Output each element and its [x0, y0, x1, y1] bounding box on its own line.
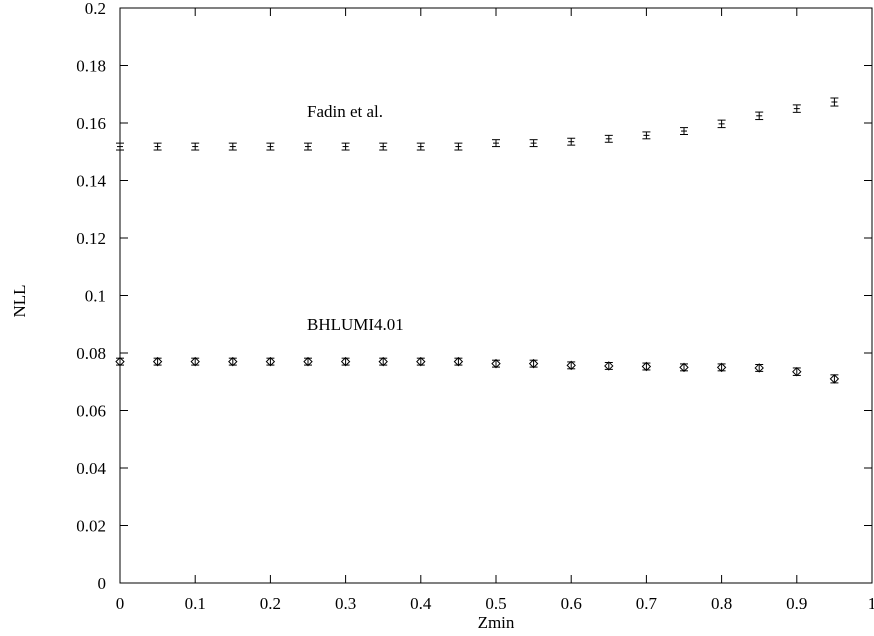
y-tick-label: 0.12 — [76, 229, 106, 248]
x-tick-label: 0.5 — [485, 594, 506, 613]
data-point — [680, 127, 688, 135]
x-axis-label: Zmin — [478, 613, 515, 632]
x-tick-label: 0.7 — [636, 594, 658, 613]
diamond-marker — [265, 356, 276, 367]
diamond-marker — [829, 374, 840, 384]
series-bhlumi — [115, 356, 840, 384]
x-tick-label: 0.3 — [335, 594, 356, 613]
series-fadin — [116, 97, 839, 151]
data-point — [115, 356, 125, 367]
plot-frame — [119, 7, 873, 584]
diamond-marker — [228, 356, 238, 367]
data-point — [830, 97, 839, 107]
data-point — [492, 139, 500, 148]
data-series — [115, 97, 840, 384]
y-tick-label: 0.02 — [76, 517, 106, 536]
diamond-marker — [566, 360, 576, 371]
data-point — [716, 362, 727, 373]
y-tick-label: 0.06 — [76, 402, 106, 421]
data-point — [829, 374, 840, 384]
x-tick-label: 0.2 — [260, 594, 281, 613]
data-point — [190, 356, 200, 367]
data-point — [604, 134, 613, 143]
diamond-marker — [190, 356, 200, 367]
data-point — [379, 142, 388, 151]
data-point — [792, 104, 801, 113]
data-point — [228, 142, 237, 151]
diamond-marker — [115, 356, 125, 367]
data-point — [378, 356, 388, 367]
data-point — [754, 363, 764, 373]
y-axis-label: NLL — [10, 284, 29, 317]
diamond-marker — [604, 361, 614, 371]
data-point — [567, 137, 576, 146]
data-point — [303, 356, 313, 367]
y-tick-label: 0.14 — [76, 172, 106, 191]
data-point — [679, 362, 689, 373]
data-point — [454, 142, 463, 151]
y-tick-label: 0.04 — [76, 459, 106, 478]
data-point — [152, 356, 163, 367]
data-point — [266, 142, 275, 151]
data-point — [191, 142, 200, 151]
data-point — [304, 142, 312, 151]
diamond-marker — [340, 356, 351, 367]
data-point — [340, 356, 351, 367]
diamond-marker — [754, 363, 764, 373]
diamond-marker — [303, 356, 313, 367]
diamond-marker — [716, 362, 727, 373]
diamond-marker — [792, 366, 802, 377]
data-point — [642, 131, 651, 140]
x-tick-label: 0.1 — [185, 594, 206, 613]
diamond-marker — [453, 356, 464, 367]
diamond-marker — [528, 358, 539, 369]
data-point — [116, 142, 124, 151]
data-point — [566, 360, 576, 371]
data-point — [228, 356, 238, 367]
x-tick-label: 0.8 — [711, 594, 732, 613]
data-point — [153, 142, 162, 151]
data-point — [453, 356, 464, 367]
x-tick-label: 0.6 — [561, 594, 582, 613]
data-point — [528, 358, 539, 369]
data-point — [604, 361, 614, 371]
data-point — [416, 356, 426, 367]
data-point — [529, 139, 538, 148]
data-point — [491, 358, 501, 369]
x-axis-ticks: 0 0.1 0.2 0.3 0.4 0.5 0.6 0.7 0.8 0.9 1 — [116, 8, 874, 613]
y-tick-label: 0.18 — [76, 57, 106, 76]
y-tick-label: 0.2 — [85, 0, 106, 18]
data-point — [755, 111, 764, 121]
y-tick-label: 0 — [98, 574, 107, 593]
y-tick-label: 0.08 — [76, 344, 106, 363]
series-label-bhlumi: BHLUMI4.01 — [307, 315, 404, 334]
diamond-marker — [378, 356, 388, 367]
diamond-marker — [641, 361, 652, 372]
data-point — [641, 361, 652, 372]
diamond-marker — [416, 356, 426, 367]
x-tick-label: 0.9 — [786, 594, 807, 613]
y-axis-ticks: 0 0.02 0.04 0.06 0.08 0.1 0.12 0.14 0.16 0.18 0.2 — [76, 0, 872, 593]
series-label-fadin: Fadin et al. — [307, 102, 383, 121]
x-tick-label: 1 — [868, 594, 874, 613]
diamond-marker — [679, 362, 689, 373]
data-point — [265, 356, 276, 367]
data-point — [792, 366, 802, 377]
y-tick-label: 0.1 — [85, 287, 106, 306]
x-tick-label: 0 — [116, 594, 125, 613]
x-tick-label: 0.4 — [410, 594, 432, 613]
diamond-marker — [491, 358, 501, 369]
y-tick-label: 0.16 — [76, 114, 106, 133]
data-point — [341, 142, 350, 151]
data-point — [717, 119, 726, 129]
data-point — [416, 142, 425, 151]
diamond-marker — [152, 356, 163, 367]
